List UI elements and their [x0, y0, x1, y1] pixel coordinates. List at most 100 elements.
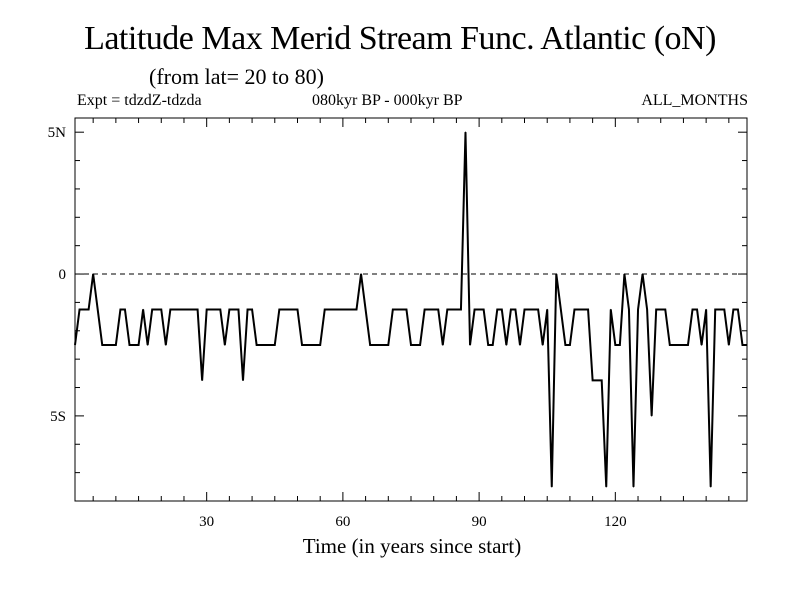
data-point [737, 308, 739, 311]
data-point [342, 308, 344, 311]
data-point [206, 308, 208, 311]
data-point [582, 308, 585, 311]
data-point [160, 308, 162, 311]
data-point [424, 308, 426, 311]
data-point [492, 344, 494, 346]
data-point [215, 308, 217, 311]
data-point [174, 308, 176, 311]
data-point [573, 308, 576, 311]
data-point [705, 308, 707, 311]
experiment-label: Expt = tdzdZ-tdzda [77, 92, 202, 109]
data-point [469, 344, 471, 346]
data-point [660, 308, 662, 311]
data-point [687, 344, 689, 346]
data-point [119, 308, 122, 311]
data-point [514, 308, 517, 311]
data-point [242, 379, 244, 382]
data-point [196, 308, 199, 311]
data-point [355, 308, 358, 311]
data-point [256, 344, 258, 346]
data-point [532, 308, 535, 311]
data-point [315, 344, 317, 346]
data-point [97, 308, 99, 311]
data-point [637, 308, 639, 311]
chart-title: Latitude Max Merid Stream Func. Atlantic… [84, 20, 716, 57]
data-point [410, 344, 412, 346]
data-point [714, 308, 716, 311]
data-point [678, 344, 680, 346]
data-point [464, 131, 467, 133]
data-point [728, 344, 730, 346]
data-point [124, 308, 126, 311]
data-point [274, 344, 276, 346]
data-point [455, 308, 458, 311]
data-point [605, 486, 607, 488]
data-point [192, 308, 194, 311]
data-point [587, 308, 589, 311]
data-point [360, 273, 362, 275]
data-point [233, 308, 235, 311]
data-point [478, 308, 480, 311]
data-point [369, 344, 371, 346]
data-point [628, 308, 630, 311]
data-point [405, 308, 408, 311]
data-point [278, 308, 280, 311]
data-point [542, 344, 544, 346]
data-point [732, 308, 734, 311]
x-tick-label: 120 [604, 514, 627, 530]
data-point [246, 308, 249, 311]
data-point [651, 415, 653, 417]
data-point [446, 308, 448, 311]
data-point [319, 344, 321, 346]
data-point [723, 308, 725, 311]
data-point [601, 379, 603, 382]
data-point [178, 308, 181, 311]
data-point [287, 308, 290, 311]
data-point [74, 344, 76, 346]
data-point [351, 308, 353, 311]
data-point [437, 308, 439, 311]
data-point [614, 344, 616, 346]
data-point [251, 308, 253, 311]
data-point [632, 486, 635, 488]
data-point [555, 273, 557, 275]
data-point [378, 344, 380, 346]
data-point [496, 308, 498, 311]
data-point [301, 344, 303, 346]
data-point [560, 308, 562, 311]
data-point [210, 308, 212, 311]
x-tick-label: 30 [199, 514, 214, 530]
data-point [519, 344, 521, 346]
period-label: 080kyr BP - 000kyr BP [312, 92, 463, 109]
data-point [419, 344, 421, 346]
data-point [374, 344, 376, 346]
data-point [451, 308, 453, 311]
data-point [746, 344, 748, 346]
data-point [201, 379, 203, 382]
data-point [151, 308, 153, 311]
data-point [147, 344, 149, 346]
data-point [392, 308, 394, 311]
data-point [128, 344, 131, 346]
data-point [696, 308, 698, 311]
data-point [682, 344, 685, 346]
data-point [619, 344, 621, 346]
y-tick-label: 5S [50, 409, 66, 425]
data-point [414, 344, 417, 346]
x-tick-label: 60 [335, 514, 350, 530]
data-point [710, 486, 712, 488]
data-point [387, 344, 389, 346]
data-point [337, 308, 339, 311]
data-point [156, 308, 158, 311]
data-point [224, 344, 226, 346]
data-point [700, 344, 703, 346]
data-point [115, 344, 117, 346]
data-point [183, 308, 185, 311]
data-point [669, 344, 671, 346]
data-point [237, 308, 240, 311]
data-point [473, 308, 476, 311]
data-point [265, 344, 267, 346]
data-point [510, 308, 512, 311]
